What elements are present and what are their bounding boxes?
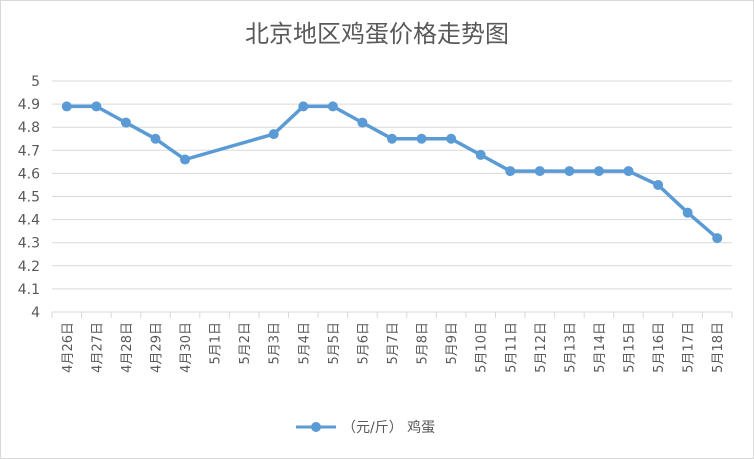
- y-tick-label: 4.2: [18, 259, 40, 275]
- x-tick-label: 4月29日: [149, 322, 164, 373]
- y-tick-label: 4: [31, 305, 40, 321]
- data-point: [268, 129, 279, 140]
- series-line: [65, 104, 719, 240]
- data-point: [327, 101, 338, 112]
- x-tick-label: 5月10日: [475, 322, 490, 373]
- y-tick-label: 4.1: [18, 282, 40, 298]
- x-tick-label: 5月1日: [209, 322, 224, 365]
- y-tick-label: 4.5: [18, 190, 40, 206]
- data-point: [505, 166, 516, 177]
- legend-marker: [311, 422, 321, 432]
- data-point: [416, 133, 427, 144]
- x-tick-label: 4月28日: [120, 322, 135, 373]
- x-tick-label: 5月13日: [563, 322, 578, 373]
- x-tick-label: 5月11日: [504, 322, 519, 373]
- x-tick-label: 5月9日: [445, 322, 460, 365]
- y-tick-label: 4.6: [18, 166, 40, 182]
- chart-title: 北京地区鸡蛋价格走势图: [245, 20, 509, 48]
- x-tick-label: 4月26日: [61, 322, 76, 373]
- data-point: [564, 166, 575, 177]
- x-tick-label: 5月3日: [268, 322, 283, 365]
- x-tick-label: 5月16日: [652, 322, 667, 373]
- x-axis-ticks: 4月26日 4月27日 4月28日 4月29日 4月30日 5月1日 5月2日 5月3日 5月4…: [51, 312, 733, 373]
- y-axis-ticks: 5 4.9 4.8 4.7 4.6 4.5 4.4 4.3 4.2 4.1 4: [18, 74, 40, 321]
- y-tick-label: 4.4: [18, 213, 40, 229]
- y-tick-label: 4.8: [18, 120, 40, 136]
- y-tick-label: 4.7: [18, 143, 40, 159]
- data-point: [653, 179, 664, 190]
- data-point: [682, 207, 693, 218]
- x-tick-label: 4月27日: [90, 322, 105, 373]
- data-point: [298, 101, 309, 112]
- data-point: [357, 117, 368, 128]
- x-tick-label: 4月30日: [179, 322, 194, 373]
- x-tick-label: 5月5日: [327, 322, 342, 365]
- y-tick-label: 4.9: [18, 97, 40, 113]
- x-tick-label: 5月18日: [711, 322, 726, 373]
- series-egg: [61, 101, 723, 244]
- x-tick-label: 5月15日: [623, 322, 638, 373]
- x-tick-label: 5月17日: [682, 322, 697, 373]
- y-tick-label: 5: [31, 74, 40, 90]
- data-point: [446, 133, 457, 144]
- x-tick-label: 5月12日: [534, 322, 549, 373]
- data-point: [180, 154, 191, 165]
- data-point: [534, 166, 545, 177]
- x-tick-label: 5月4日: [297, 322, 312, 365]
- x-tick-label: 5月14日: [593, 322, 608, 373]
- data-point: [150, 133, 161, 144]
- x-tick-label: 5月8日: [416, 322, 431, 365]
- data-point: [593, 166, 604, 177]
- data-point: [623, 166, 634, 177]
- y-tick-label: 4.3: [18, 236, 40, 252]
- data-point: [120, 117, 131, 128]
- data-point: [91, 101, 102, 112]
- x-tick-label: 5月7日: [386, 322, 401, 365]
- data-point: [387, 133, 397, 144]
- data-point: [475, 149, 486, 160]
- x-tick-label: 5月2日: [238, 322, 253, 365]
- data-point: [61, 101, 72, 112]
- legend-label: （元/斤） 鸡蛋: [342, 419, 435, 436]
- legend: （元/斤） 鸡蛋: [296, 419, 435, 436]
- x-tick-label: 5月6日: [356, 322, 371, 365]
- data-point: [712, 233, 723, 244]
- gridlines: [52, 80, 732, 313]
